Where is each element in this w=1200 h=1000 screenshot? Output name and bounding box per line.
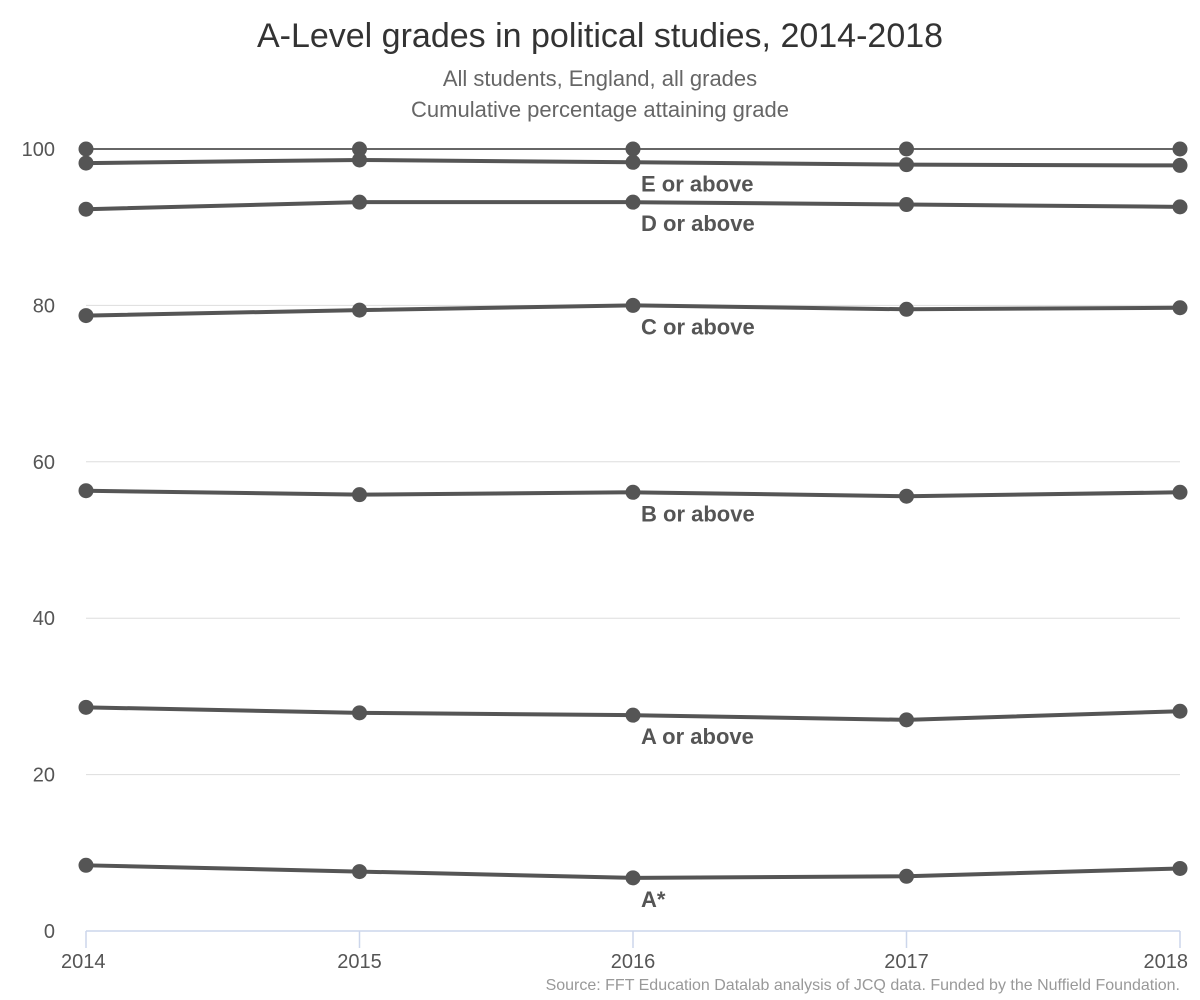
x-tick-label: 2017	[884, 951, 929, 973]
series-label: B or above	[641, 501, 755, 526]
data-point	[78, 308, 94, 324]
data-point	[625, 297, 641, 313]
data-point	[352, 487, 367, 503]
x-tick-label: 2016	[611, 951, 656, 973]
y-tick-label: 100	[22, 139, 55, 161]
gridlines	[86, 148, 1180, 776]
data-point	[625, 870, 641, 886]
data-point	[1172, 199, 1188, 215]
x-tick-label: 2018	[1144, 951, 1189, 973]
data-point	[1172, 484, 1188, 500]
data-point	[899, 712, 914, 728]
data-point	[899, 141, 914, 157]
chart-subtitle-line-2: Cumulative percentage attaining grade	[411, 97, 789, 122]
data-point	[78, 483, 94, 499]
series-label: A or above	[641, 724, 754, 749]
y-tick-label: 60	[33, 452, 55, 474]
x-tick-label: 2015	[337, 951, 382, 973]
data-point	[899, 301, 914, 317]
data-point	[352, 302, 367, 318]
series-label: E or above	[641, 171, 753, 196]
data-point	[1172, 157, 1188, 173]
data-point	[625, 154, 641, 170]
data-point	[625, 141, 641, 157]
chart-title: A-Level grades in political studies, 201…	[257, 17, 943, 55]
data-point	[899, 157, 914, 173]
chart-source-note: Source: FFT Education Datalab analysis o…	[546, 977, 1180, 994]
data-point	[1172, 860, 1188, 876]
data-point	[625, 707, 641, 723]
y-tick-label: 40	[33, 608, 55, 630]
series-lines	[78, 141, 1188, 886]
data-point	[78, 141, 94, 157]
data-point	[78, 155, 94, 171]
data-point	[1172, 703, 1188, 719]
y-tick-label: 20	[33, 765, 55, 787]
data-point	[899, 868, 914, 884]
data-point	[899, 197, 914, 213]
data-point	[352, 194, 367, 210]
data-point	[625, 194, 641, 210]
y-tick-label: 80	[33, 295, 55, 317]
data-point	[899, 488, 914, 504]
data-point	[78, 857, 94, 873]
axes: 0 20 40 60 80 100 2014 2015 2016 2017 2018	[22, 139, 1188, 973]
data-point	[352, 705, 367, 721]
data-point	[78, 699, 94, 715]
data-point	[1172, 141, 1188, 157]
data-point	[78, 201, 94, 217]
series-labels: E or above D or above C or above B or above…	[641, 171, 755, 912]
data-point	[1172, 300, 1188, 316]
data-point	[352, 864, 367, 880]
data-point	[352, 141, 367, 157]
data-point	[625, 484, 641, 500]
series-label: D or above	[641, 211, 755, 236]
series-label: C or above	[641, 314, 755, 339]
chart-subtitle-line-1: All students, England, all grades	[443, 66, 757, 91]
y-tick-label: 0	[44, 921, 55, 943]
data-point	[352, 152, 367, 168]
x-tick-label: 2014	[61, 951, 106, 973]
series-label: A*	[641, 887, 666, 912]
